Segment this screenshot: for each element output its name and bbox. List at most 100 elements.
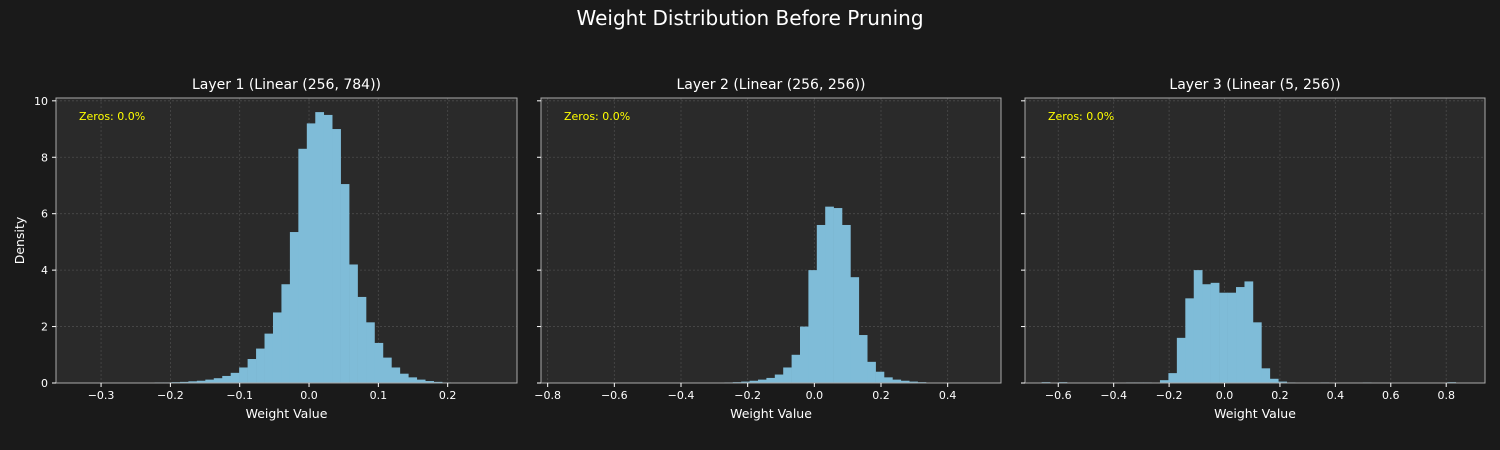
x-tick-label: 0.4 [1327,389,1345,402]
x-tick-label: 0.0 [1216,389,1234,402]
zeros-annotation: Zeros: 0.0% [1048,110,1114,123]
histogram-bar [247,359,257,383]
axes-frame [540,97,1002,384]
histogram-bar [1278,381,1288,383]
x-tick-label: −0.4 [668,389,695,402]
histogram-bar [416,379,426,383]
histogram-bar [1202,284,1211,383]
histogram-bar [205,379,215,383]
subplot-2: −0.8 −0.6 −0.4 −0.2 0.0 0.2 0.4 Layer 2 (Linear… [534,77,1002,421]
histogram-bar [196,380,206,383]
histogram-bar [1159,380,1169,383]
histogram-bar [298,148,308,383]
histogram-bar [399,373,409,383]
histogram-bar [1176,337,1186,383]
histogram-bar [791,354,801,383]
histogram-bar [408,377,418,383]
histogram-bar [833,208,843,383]
x-axis-label: Weight Value [730,406,812,421]
histogram-bar [900,380,910,383]
x-tick-label: 0.2 [1271,389,1289,402]
subplot-title: Layer 2 (Linear (256, 256)) [677,77,866,93]
histogram-bar [179,381,189,383]
histogram-bar [281,284,291,383]
subplot-title: Layer 1 (Linear (256, 784)) [192,77,381,93]
histogram-bar [213,378,223,383]
axes-frame [55,97,518,384]
y-tick-label: 2 [41,321,48,334]
histogram-bar [1236,287,1245,383]
histogram-bar [758,379,767,383]
subplot-3: −0.6 −0.4 −0.2 0.0 0.2 0.4 0.6 0.8 Layer 3 (Line… [1021,77,1486,421]
x-tick-label: −0.8 [534,389,561,402]
histogram-bar [1193,270,1203,383]
x-tick-label: −0.2 [1156,389,1183,402]
histogram-bar [366,322,375,383]
axes-frame [1024,97,1486,384]
histogram-bar [766,377,776,383]
x-tick-label: −0.1 [226,389,253,402]
histogram-bar [749,380,759,383]
histogram-bar [825,206,834,383]
x-tick-label: −0.2 [734,389,761,402]
histogram-bar [349,264,358,383]
histogram-bar [272,312,282,383]
histogram-bar [425,381,434,383]
subplot-title: Layer 3 (Linear (5, 256)) [1169,77,1340,93]
histogram-bar [374,342,384,383]
histogram-bar [1168,373,1178,383]
histogram-bar [391,367,401,383]
y-tick-label: 10 [34,95,48,108]
histogram-bar [909,381,918,383]
histogram-bar [1252,322,1262,383]
histogram-bar [323,114,333,383]
histogram-bar [892,379,902,383]
x-tick-label: 0.0 [806,389,824,402]
y-tick-label: 6 [41,208,48,221]
histogram-bar [315,112,325,383]
x-axis-label: Weight Value [1214,406,1296,421]
x-tick-label: 0.2 [872,389,890,402]
histogram-bar [858,335,868,383]
histogram-bar [222,375,231,383]
histogram-bar [256,348,265,383]
histogram-bar [289,232,299,383]
subplot-1: −0.3 −0.2 −0.1 0.0 0.1 0.2 0 2 4 6 8 10 Layer 1 (Lin… [12,77,518,421]
histogram-bar [1185,298,1195,383]
histogram-bar [306,123,316,383]
x-tick-label: 0.0 [300,389,318,402]
histogram-bar [816,224,826,383]
histogram-bar [800,326,809,383]
y-tick-label: 8 [41,151,48,164]
x-tick-label: −0.6 [1045,389,1072,402]
histogram-bar [850,277,860,383]
zeros-annotation: Zeros: 0.0% [79,110,145,123]
histogram-bar [867,361,876,383]
zeros-annotation: Zeros: 0.0% [564,110,630,123]
histogram-bar [264,333,274,383]
histogram-bar [1261,368,1271,383]
histogram-bar [239,367,248,383]
histogram-bar [433,381,443,383]
histogram-bar [741,381,750,383]
histogram-bar [382,357,392,383]
x-tick-label: −0.3 [88,389,115,402]
axes-background [541,98,1001,383]
histogram-bar [1210,282,1220,383]
histogram-bar [842,224,851,383]
x-tick-label: 0.2 [439,389,457,402]
histogram-bar [1227,292,1237,383]
figure-title: Weight Distribution Before Pruning [576,6,924,30]
x-tick-label: 0.1 [370,389,388,402]
histogram-bar [340,184,350,383]
x-axis-label: Weight Value [246,406,328,421]
histogram-bar [1269,378,1279,383]
x-tick-label: 0.4 [939,389,957,402]
histogram-bar [808,270,818,383]
y-axis-label: Density [12,216,27,264]
histogram-bar [230,372,240,383]
histogram-bar [875,371,885,383]
histogram-bar [188,381,198,383]
histogram-bar [1219,292,1228,383]
